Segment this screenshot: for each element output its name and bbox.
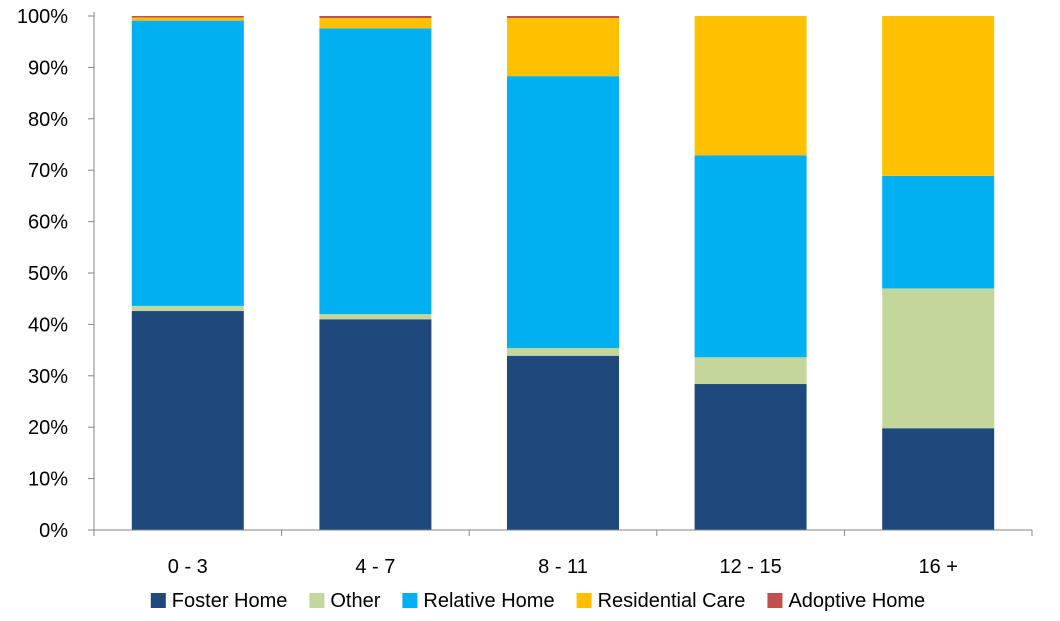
bar-segment-residential-care [882,16,995,176]
y-tick-label: 30% [28,366,68,388]
x-tick-label: 8 - 11 [538,556,588,578]
bar-segment-relative-home [131,20,244,306]
y-tick-label: 10% [28,469,68,491]
legend-item-foster-home: Foster Home [150,590,288,612]
bar-segment-residential-care [131,17,244,21]
bar-segment-other [882,288,995,429]
bar-segment-adoptive-home [319,16,432,19]
legend-item-other: Other [309,590,381,612]
legend-swatch [309,593,325,608]
bar-segment-foster-home [131,311,244,530]
legend-label: Adoptive Home [788,590,925,612]
bar-segment-relative-home [882,175,995,289]
legend-label: Relative Home [423,590,554,612]
bar-segment-foster-home [882,428,995,530]
y-tick-label: 80% [28,109,68,131]
bar-segment-other [319,314,432,320]
y-tick-label: 50% [28,263,68,285]
bar-segment-foster-home [319,319,432,530]
bar-segment-other [507,348,619,356]
bar-segment-residential-care [507,18,619,77]
bar-segment-relative-home [507,76,619,349]
legend-swatch [767,593,783,608]
y-tick-label: 60% [28,212,68,234]
bar-segment-adoptive-home [131,16,244,18]
legend-label: Residential Care [598,590,746,612]
bar-stack-0-3 [131,16,244,530]
bar-segment-adoptive-home [507,16,619,19]
y-tick-label: 90% [28,57,68,79]
bar-segment-residential-care [694,16,807,156]
bar-segment-relative-home [319,28,432,315]
y-tick-label: 40% [28,314,68,336]
bar-stack-12-15 [694,16,807,530]
bar-segment-foster-home [507,355,619,530]
bar-segment-other [694,357,807,385]
legend-swatch [150,593,166,608]
legend-label: Foster Home [172,590,288,612]
y-tick-label: 20% [28,417,68,439]
y-tick-label: 0% [39,520,68,542]
legend-item-residential-care: Residential Care [576,590,746,612]
legend: Foster Home Other Relative Home Residential… [150,590,925,612]
x-tick-label: 0 - 3 [168,556,208,578]
bar-segment-relative-home [694,155,807,358]
axes-layer: 0% 10% 20% 30% 40% 50% 60% 70% 80% 90% 100% 0 - 3 4 … [17,6,1033,578]
legend-item-adoptive-home: Adoptive Home [767,590,925,612]
x-tick-label: 4 - 7 [355,556,395,578]
legend-swatch [576,593,592,608]
x-tick-label: 12 - 15 [719,556,781,578]
y-tick-label: 70% [28,160,68,182]
bar-segment-foster-home [694,384,807,530]
legend-label: Other [330,590,380,612]
bar-stack-4-7 [319,16,432,530]
x-tick-label: 16 + [918,556,957,578]
legend-swatch [402,593,418,608]
bar-segment-other [131,305,244,312]
legend-item-relative-home: Relative Home [402,590,555,612]
bar-stack-16 [882,16,995,530]
bars-layer [131,16,995,530]
y-tick-label: 100% [17,6,68,28]
bar-segment-residential-care [319,18,432,29]
bar-stack-8-11 [507,16,619,530]
